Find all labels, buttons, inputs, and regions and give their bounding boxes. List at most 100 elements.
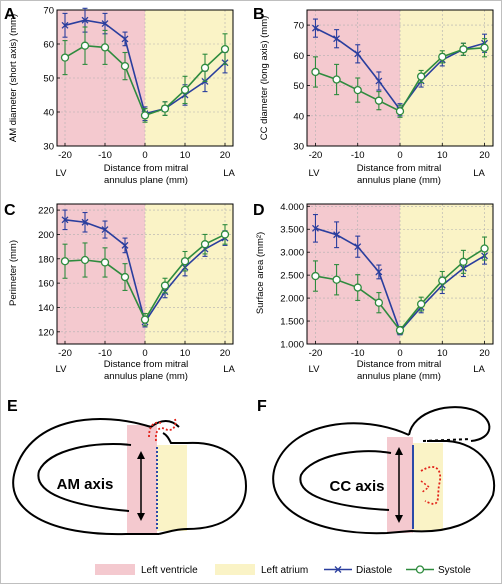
x-tick-label-c: 10	[180, 348, 191, 359]
systole-point-d	[438, 276, 447, 285]
systole-point-a	[100, 43, 110, 52]
panel-letter-b: B	[253, 6, 265, 23]
y-tick-label-d: 2.000	[280, 294, 304, 305]
diastole-point-b	[333, 35, 341, 43]
x-tick-label-d: 20	[479, 348, 490, 359]
la-tag-b: LA	[473, 168, 485, 179]
systole-point-d	[353, 283, 362, 292]
systole-point-b	[332, 75, 341, 84]
y-tick-label-c: 120	[38, 327, 54, 338]
panel-letter-e: E	[7, 398, 18, 415]
cc-axis-label: CC axis	[329, 478, 384, 495]
aorta-outline-e	[150, 420, 180, 428]
x-tick-label-a: 0	[142, 150, 147, 161]
systole-point-d	[416, 299, 426, 309]
systole-point-b	[480, 43, 489, 52]
x-tick-label-b: -10	[351, 150, 365, 161]
x-tick-label-d: -10	[351, 348, 365, 359]
diastole-point-a	[101, 20, 109, 28]
x-axis-label-b-line1: Distance from mitral	[357, 163, 441, 174]
systole-point-b	[416, 72, 426, 81]
y-axis-label-a: AM diameter (short axis) (mm)	[8, 14, 19, 142]
outflow-dotted-f	[422, 438, 472, 442]
systole-point-c	[100, 258, 110, 267]
lv-region-b	[307, 10, 400, 146]
panel-d: D Surface area (mm²) 1.000 1.500 2.000 2.50…	[253, 202, 494, 359]
systole-point-c	[80, 255, 90, 265]
diastole-point-c	[81, 218, 89, 226]
x-tick-label-d: 10	[437, 348, 448, 359]
y-tick-label-d: 1.500	[280, 317, 304, 328]
atrium-outline-e	[158, 432, 248, 535]
leaflet-tip-f	[420, 480, 431, 494]
y-tick-label-b: 60	[293, 51, 304, 62]
panel-letter-a: A	[4, 6, 16, 23]
leaflet-dotted-e	[148, 418, 177, 442]
diastole-point-d	[354, 243, 362, 251]
x-tick-label-d: 0	[397, 348, 402, 359]
y-tick-label-d: 2.500	[280, 271, 304, 282]
systole-point-b	[374, 96, 384, 105]
ventricle-outline-outer-e	[12, 418, 159, 536]
diastole-point-d	[311, 224, 319, 232]
systole-point-a	[60, 53, 70, 62]
diastole-point-d	[333, 231, 341, 239]
y-tick-label-a: 40	[43, 108, 54, 119]
diagram-e-am-axis: E AM axis	[7, 398, 248, 536]
y-tick-label-b: 70	[293, 21, 304, 32]
systole-point-c	[120, 272, 130, 282]
y-tick-label-c: 140	[38, 303, 54, 314]
x-axis-label-b-line2: annulus plane (mm)	[357, 175, 441, 186]
legend-label-diastole: Diastole	[356, 565, 393, 576]
x-tick-label-b: 0	[397, 150, 402, 161]
legend-label-systole: Systole	[438, 565, 471, 576]
la-tag-c: LA	[223, 364, 235, 375]
diastole-point-d	[375, 268, 383, 276]
lv-tag-c: LV	[56, 364, 68, 375]
y-tick-label-a: 70	[43, 6, 54, 17]
diastole-point-c	[101, 226, 109, 234]
am-axis-label: AM axis	[57, 476, 114, 493]
la-region-d	[400, 204, 493, 344]
systole-point-a	[80, 41, 90, 50]
x-tick-label-a: 10	[180, 150, 191, 161]
y-tick-label-b: 30	[293, 142, 304, 153]
y-tick-label-a: 60	[43, 40, 54, 51]
x-tick-label-b: -20	[309, 150, 323, 161]
legend: Left ventricle Left atrium Diastole Syst…	[95, 564, 471, 576]
systole-point-b	[438, 52, 447, 61]
systole-point-a	[120, 61, 130, 71]
la-region-b	[400, 10, 493, 146]
legend-swatch-lv	[95, 564, 135, 575]
x-tick-label-d: -20	[309, 348, 323, 359]
y-tick-label-c: 160	[38, 279, 54, 290]
systole-point-a	[220, 44, 230, 54]
diastole-point-a	[81, 16, 89, 24]
y-tick-label-d: 3.500	[280, 225, 304, 236]
systole-point-d	[332, 275, 341, 284]
ventricle-outline-inner-e	[37, 443, 132, 512]
systole-point-b	[395, 107, 405, 116]
systole-point-c	[180, 257, 190, 266]
y-tick-label-b: 40	[293, 111, 304, 122]
y-tick-label-c: 220	[38, 206, 54, 217]
diastole-point-b	[375, 77, 383, 85]
x-tick-label-c: 0	[142, 348, 147, 359]
systole-point-d	[311, 271, 320, 281]
legend-marker-systole	[415, 565, 425, 574]
systole-point-d	[459, 257, 468, 266]
panel-letter-f: F	[257, 398, 267, 415]
y-tick-label-d: 1.000	[280, 340, 304, 351]
panel-a: A AM diameter (short axis) (mm) 30 40 50 60…	[4, 6, 234, 161]
la-tag-d: LA	[473, 364, 485, 375]
panel-b: B CC diameter (long axis) (mm) 30 40 50 60 7…	[253, 6, 494, 161]
y-axis-label-c: Perimeter (mm)	[8, 240, 19, 306]
am-axis-arrowheads	[137, 451, 145, 521]
y-axis-label-d: Surface area (mm²)	[255, 232, 266, 314]
systole-point-c	[60, 257, 70, 266]
legend-marker-diastole	[334, 566, 342, 573]
x-axis-label-a-line2: annulus plane (mm)	[104, 175, 188, 186]
legend-swatch-la	[215, 564, 255, 575]
systole-point-a	[140, 111, 150, 120]
